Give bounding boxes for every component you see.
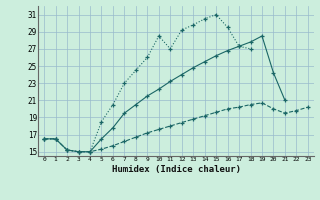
X-axis label: Humidex (Indice chaleur): Humidex (Indice chaleur) <box>111 165 241 174</box>
